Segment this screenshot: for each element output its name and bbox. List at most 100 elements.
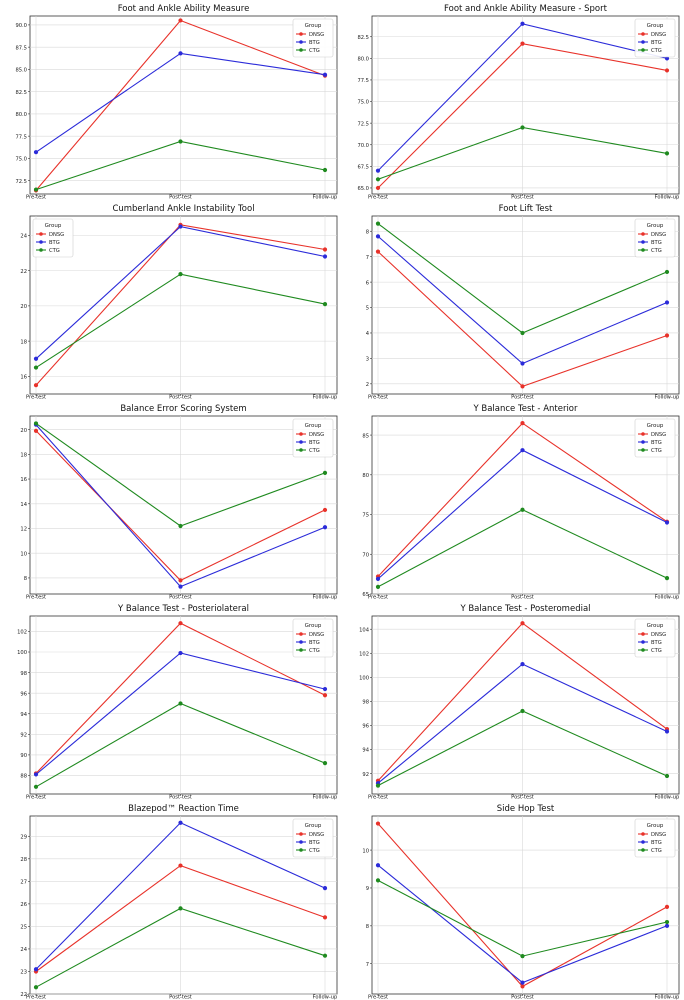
data-point-btg <box>323 73 327 77</box>
legend-marker-btg <box>641 240 645 244</box>
data-point-ctg <box>34 365 38 369</box>
y-tick-label: 22 <box>20 269 27 275</box>
plot-area <box>30 216 337 394</box>
legend-label-ctg: CTG <box>651 848 662 854</box>
y-tick-label: 23 <box>20 970 27 976</box>
data-point-ctg <box>323 168 327 172</box>
data-point-ctg <box>520 954 524 958</box>
legend-marker-ctg <box>299 648 303 652</box>
legend-title: Group <box>647 423 664 429</box>
y-tick-label: 85.0 <box>15 68 27 74</box>
chart-title: Blazepod™ Reaction Time <box>128 804 239 814</box>
legend-label-ctg: CTG <box>651 448 662 454</box>
data-point-ctg <box>376 878 380 882</box>
y-tick-label: 96 <box>20 691 27 697</box>
data-point-dnsg <box>520 42 524 46</box>
y-tick-label: 27 <box>20 880 27 886</box>
data-point-ctg <box>376 222 380 226</box>
chart-title: Foot Lift Test <box>499 204 553 214</box>
legend-title: Group <box>647 23 664 29</box>
legend-marker-dnsg <box>641 232 645 236</box>
y-tick-label: 75 <box>362 513 369 519</box>
legend-label-btg: BTG <box>309 840 320 846</box>
legend-marker-btg <box>299 640 303 644</box>
data-point-ctg <box>376 585 380 589</box>
chart-title: Y Balance Test - Posteriolateral <box>117 604 249 614</box>
data-point-btg <box>178 821 182 825</box>
legend-label-dnsg: DNSG <box>651 632 666 638</box>
legend-label-ctg: CTG <box>309 648 320 654</box>
data-point-btg <box>520 448 524 452</box>
data-point-btg <box>520 662 524 666</box>
data-point-dnsg <box>178 621 182 625</box>
legend-title: Group <box>305 823 322 829</box>
y-tick-label: 85 <box>362 433 369 439</box>
legend-label-btg: BTG <box>651 440 662 446</box>
line-chart: Cumberland Ankle Instability Tool1618202… <box>0 200 342 400</box>
data-point-btg <box>665 300 669 304</box>
data-point-dnsg <box>323 508 327 512</box>
legend-marker-ctg <box>641 848 645 852</box>
data-point-ctg <box>34 785 38 789</box>
data-point-dnsg <box>376 250 380 254</box>
y-tick-label: 72.5 <box>357 121 369 127</box>
y-tick-label: 7 <box>366 255 369 261</box>
plot-area <box>372 616 679 794</box>
legend-marker-btg <box>299 840 303 844</box>
legend-label-btg: BTG <box>651 840 662 846</box>
line-chart: Blazepod™ Reaction Time2223242526272829P… <box>0 800 342 1000</box>
data-point-btg <box>178 651 182 655</box>
data-point-dnsg <box>520 984 524 988</box>
legend-label-dnsg: DNSG <box>309 632 324 638</box>
data-point-btg <box>520 361 524 365</box>
legend-marker-ctg <box>641 448 645 452</box>
chart-title: Y Balance Test - Anterior <box>472 404 578 414</box>
data-point-btg <box>376 577 380 581</box>
x-tick-label: Pre-test <box>368 995 388 1000</box>
data-point-btg <box>178 224 182 228</box>
legend-label-dnsg: DNSG <box>49 232 64 238</box>
y-tick-label: 6 <box>366 280 369 286</box>
data-point-ctg <box>520 508 524 512</box>
chart-title: Foot and Ankle Ability Measure - Sport <box>444 4 608 14</box>
data-point-ctg <box>520 709 524 713</box>
chart-title: Foot and Ankle Ability Measure <box>118 4 250 14</box>
line-chart: Balance Error Scoring System810121416182… <box>0 400 342 600</box>
data-point-dnsg <box>323 693 327 697</box>
plot-area <box>30 416 337 594</box>
line-chart: Y Balance Test - Posteromedial9294969810… <box>342 600 684 800</box>
y-tick-label: 65.0 <box>357 186 369 192</box>
data-point-ctg <box>34 187 38 191</box>
legend-marker-dnsg <box>299 832 303 836</box>
y-tick-label: 14 <box>20 502 27 508</box>
y-tick-label: 100 <box>17 650 27 656</box>
data-point-ctg <box>323 302 327 306</box>
legend-label-ctg: CTG <box>651 648 662 654</box>
plot-area <box>372 216 679 394</box>
data-point-dnsg <box>665 333 669 337</box>
y-tick-label: 94 <box>20 712 27 718</box>
y-tick-label: 16 <box>20 477 27 483</box>
y-tick-label: 75.0 <box>15 157 27 163</box>
y-tick-label: 3 <box>366 357 369 363</box>
y-tick-label: 98 <box>20 671 27 677</box>
legend-title: Group <box>647 223 664 229</box>
legend-label-ctg: CTG <box>651 248 662 254</box>
data-point-ctg <box>665 151 669 155</box>
y-tick-label: 28 <box>20 857 27 863</box>
data-point-dnsg <box>178 863 182 867</box>
legend-marker-dnsg <box>39 232 43 236</box>
data-point-ctg <box>665 270 669 274</box>
